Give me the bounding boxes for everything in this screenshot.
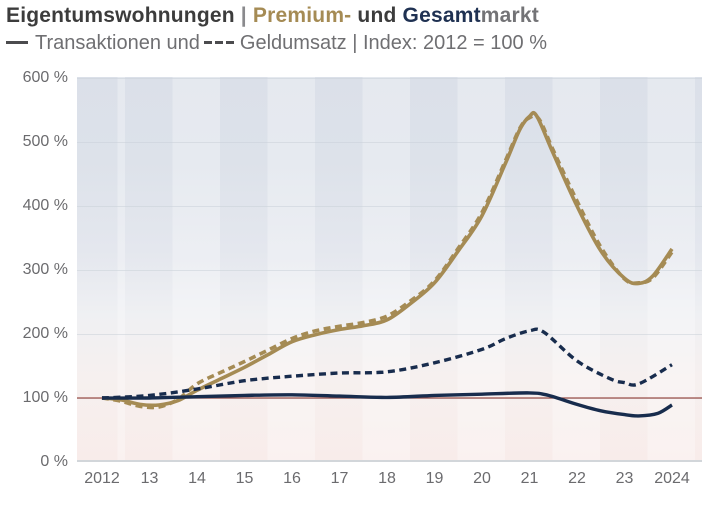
x-axis-label: 18 bbox=[378, 470, 396, 487]
gridline-400 bbox=[77, 205, 702, 207]
legend-label-geldumsatz: Geldumsatz | Index: 2012 = 100 % bbox=[239, 32, 547, 54]
x-axis-label: 2012 bbox=[84, 470, 120, 487]
title-segment-markt: markt bbox=[480, 4, 539, 27]
series-line-transaktionen-gesamtmarkt bbox=[101, 391, 673, 418]
page-title: Eigentumswohnungen | Premium- und Gesamt… bbox=[6, 4, 706, 28]
series-line-geldumsatz-gesamtmarkt bbox=[101, 327, 673, 400]
y-axis-label: 500 % bbox=[22, 133, 68, 150]
y-axis-label: 400 % bbox=[22, 197, 68, 214]
title-segment-und: und bbox=[351, 4, 403, 27]
dashed-line-icon bbox=[203, 40, 234, 44]
x-axis-line bbox=[77, 460, 702, 462]
x-axis-label: 22 bbox=[568, 470, 586, 487]
chart-subtitle-legend: Transaktionen und Geldumsatz | Index: 201… bbox=[6, 32, 706, 55]
y-axis-label: 300 % bbox=[22, 261, 68, 278]
series-line-geldumsatz-premiummarkt bbox=[101, 113, 674, 410]
series-line-transaktionen-premiummarkt bbox=[101, 110, 674, 408]
x-axis-label: 20 bbox=[473, 470, 491, 487]
legend-label-transaktionen: Transaktionen und bbox=[35, 32, 200, 54]
x-axis-label: 21 bbox=[520, 470, 539, 487]
x-axis-label: 15 bbox=[235, 470, 254, 487]
chart-plot-area bbox=[77, 77, 702, 462]
x-axis-label: 14 bbox=[188, 470, 206, 487]
title-separator: | bbox=[234, 4, 253, 27]
title-segment-premium: Premium- bbox=[252, 4, 352, 27]
line-chart-canvas bbox=[77, 110, 702, 418]
y-axis-label: 100 % bbox=[22, 389, 68, 406]
gridline-600 bbox=[77, 77, 702, 79]
x-axis-label: 19 bbox=[425, 470, 444, 487]
solid-line-icon bbox=[6, 40, 28, 44]
x-axis-label: 23 bbox=[615, 470, 634, 487]
x-axis-label: 17 bbox=[330, 470, 349, 487]
x-axis-label: 2024 bbox=[654, 470, 690, 487]
y-axis-label: 0 % bbox=[40, 453, 68, 470]
gridline-200 bbox=[77, 333, 702, 335]
gridline-300 bbox=[77, 269, 702, 271]
y-axis-label: 600 % bbox=[22, 69, 68, 86]
gridline-500 bbox=[77, 141, 702, 143]
y-axis-label: 200 % bbox=[22, 325, 68, 342]
title-segment-eigentumswohnungen: Eigentumswohnungen bbox=[6, 4, 235, 27]
x-axis-label: 13 bbox=[140, 470, 159, 487]
title-segment-gesamt: Gesamt bbox=[402, 4, 481, 27]
x-axis-label: 16 bbox=[283, 470, 301, 487]
